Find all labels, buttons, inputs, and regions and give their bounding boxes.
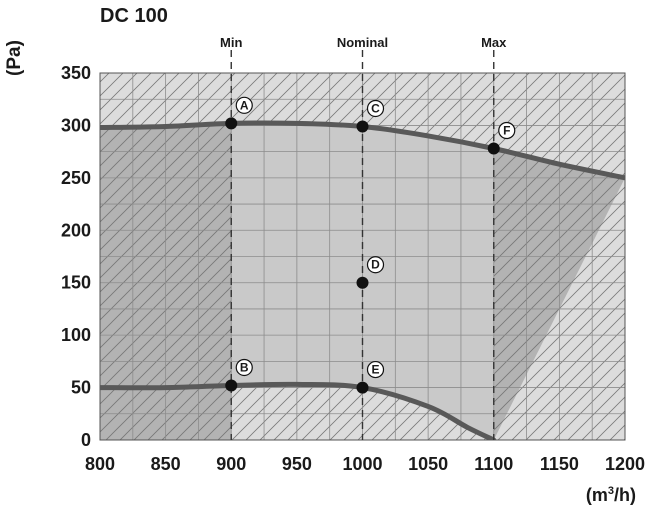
y-axis-label: (Pa)	[4, 40, 25, 76]
x-tick-label: 1000	[342, 454, 382, 474]
x-tick-label: 800	[85, 454, 115, 474]
y-tick-label: 300	[61, 115, 91, 135]
point-label: D	[371, 258, 380, 272]
operating-line-label: Nominal	[337, 35, 388, 50]
point-e	[356, 381, 369, 394]
point-label: E	[371, 363, 379, 377]
y-tick-label: 350	[61, 63, 91, 83]
point-c	[356, 120, 369, 133]
x-tick-label: 900	[216, 454, 246, 474]
x-tick-label: 1100	[474, 454, 513, 474]
point-badge	[235, 96, 253, 114]
y-tick-label: 250	[61, 168, 91, 188]
point-label: C	[371, 101, 380, 115]
operating-points: A B C D E F	[225, 96, 516, 394]
point-a	[225, 117, 238, 130]
x-tick-label: 850	[151, 454, 181, 474]
point-badge	[366, 360, 385, 379]
operating-line-label: Min	[220, 35, 242, 50]
x-tick-label: 1150	[540, 454, 579, 474]
y-tick-label: 150	[61, 273, 91, 293]
x-tick-label: 1050	[408, 454, 448, 474]
chart-title: DC 100	[100, 5, 168, 27]
operating-line-label: Max	[481, 35, 507, 50]
point-b	[225, 379, 238, 392]
point-f	[487, 142, 500, 155]
y-tick-label: 0	[81, 430, 91, 450]
x-tick-label: 950	[282, 454, 312, 474]
y-tick-label: 50	[71, 378, 91, 398]
point-label: F	[503, 123, 510, 137]
point-d	[356, 276, 369, 289]
point-badge	[235, 358, 253, 377]
point-badge	[366, 99, 385, 118]
x-tick-label: 1200	[605, 454, 645, 474]
x-axis-label: (m3/h)	[586, 485, 636, 505]
point-badge	[366, 256, 385, 274]
point-badge	[498, 121, 516, 140]
operating-lines: Min Nominal Max	[220, 35, 507, 440]
tick-labels: 800 850 900 950 1000 1050 1100 1150 1200 0 50 100 15…	[61, 63, 645, 474]
point-label: A	[240, 98, 249, 112]
y-tick-label: 200	[61, 220, 91, 240]
fan-curve-2	[100, 381, 497, 440]
y-tick-label: 100	[61, 325, 91, 345]
point-label: B	[240, 360, 249, 374]
